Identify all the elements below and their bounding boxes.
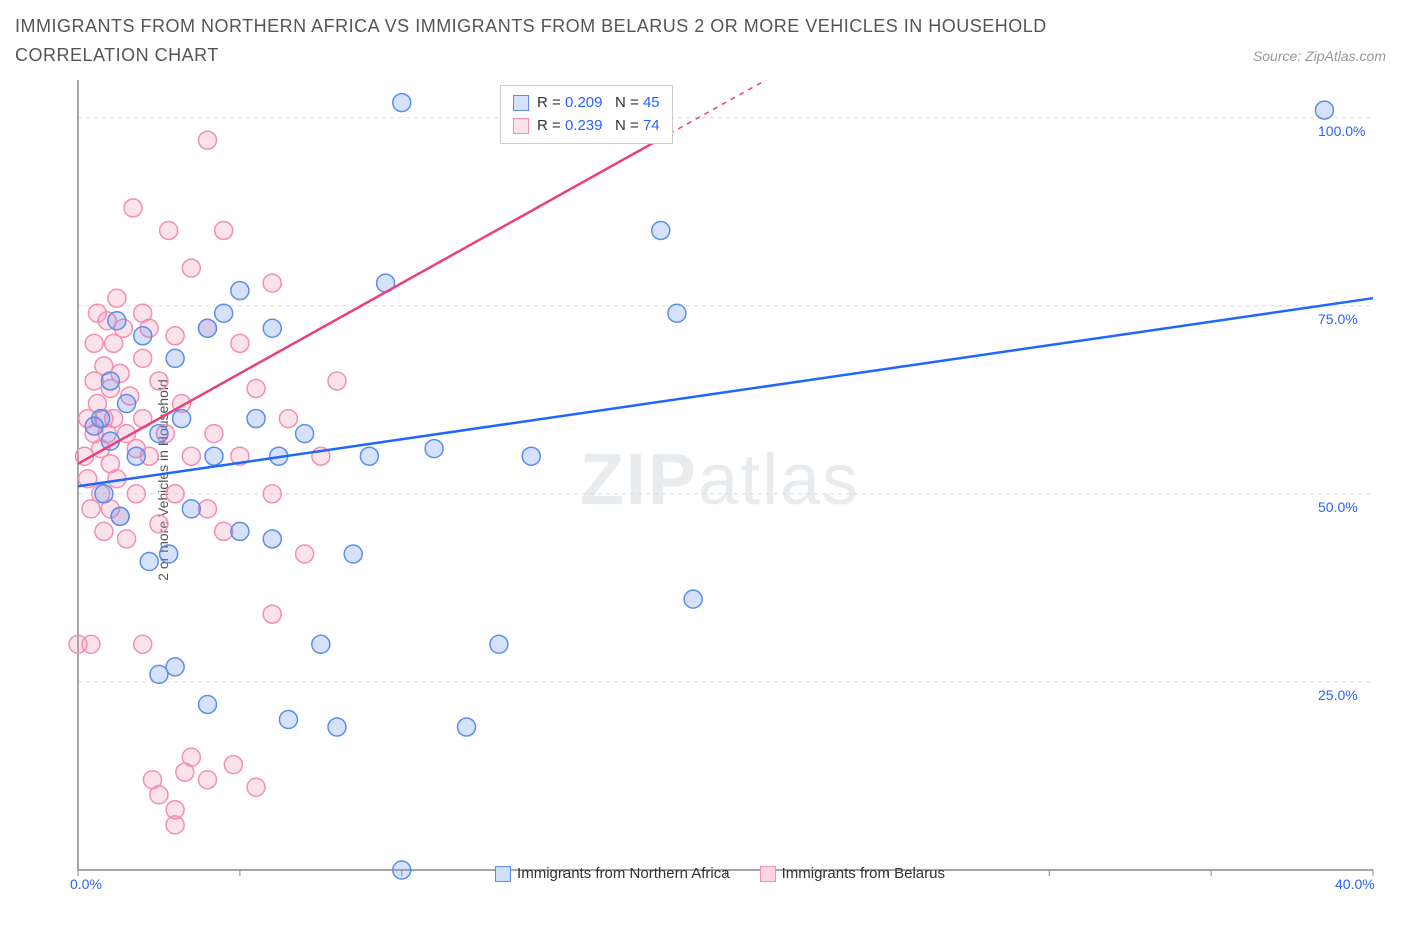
legend-row: R = 0.209 N = 45	[513, 92, 660, 115]
scatter-plot	[50, 80, 1390, 880]
axis-tick-label: 0.0%	[70, 876, 102, 892]
legend-swatch	[513, 118, 529, 134]
series-legend: Immigrants from Northern Africa Immigrant…	[50, 865, 1390, 882]
axis-tick-label: 75.0%	[1318, 311, 1358, 327]
legend-swatch	[760, 866, 776, 882]
legend-label: Immigrants from Northern Africa	[517, 865, 730, 882]
legend-swatch	[495, 866, 511, 882]
axis-tick-label: 100.0%	[1318, 123, 1365, 139]
series-legend-item: Immigrants from Belarus	[760, 865, 945, 882]
source-attribution: Source: ZipAtlas.com	[1253, 48, 1386, 64]
correlation-legend: R = 0.209 N = 45R = 0.239 N = 74	[500, 85, 673, 144]
axis-tick-label: 25.0%	[1318, 687, 1358, 703]
axis-tick-label: 50.0%	[1318, 499, 1358, 515]
series-legend-item: Immigrants from Northern Africa	[495, 865, 730, 882]
legend-stats: R = 0.239 N = 74	[537, 115, 660, 138]
legend-stats: R = 0.209 N = 45	[537, 92, 660, 115]
legend-swatch	[513, 95, 529, 111]
chart-area: 2 or more Vehicles in Household ZIPatlas…	[50, 80, 1390, 880]
chart-title: IMMIGRANTS FROM NORTHERN AFRICA VS IMMIG…	[15, 12, 1115, 70]
legend-row: R = 0.239 N = 74	[513, 115, 660, 138]
legend-label: Immigrants from Belarus	[782, 865, 945, 882]
axis-tick-label: 40.0%	[1335, 876, 1375, 892]
